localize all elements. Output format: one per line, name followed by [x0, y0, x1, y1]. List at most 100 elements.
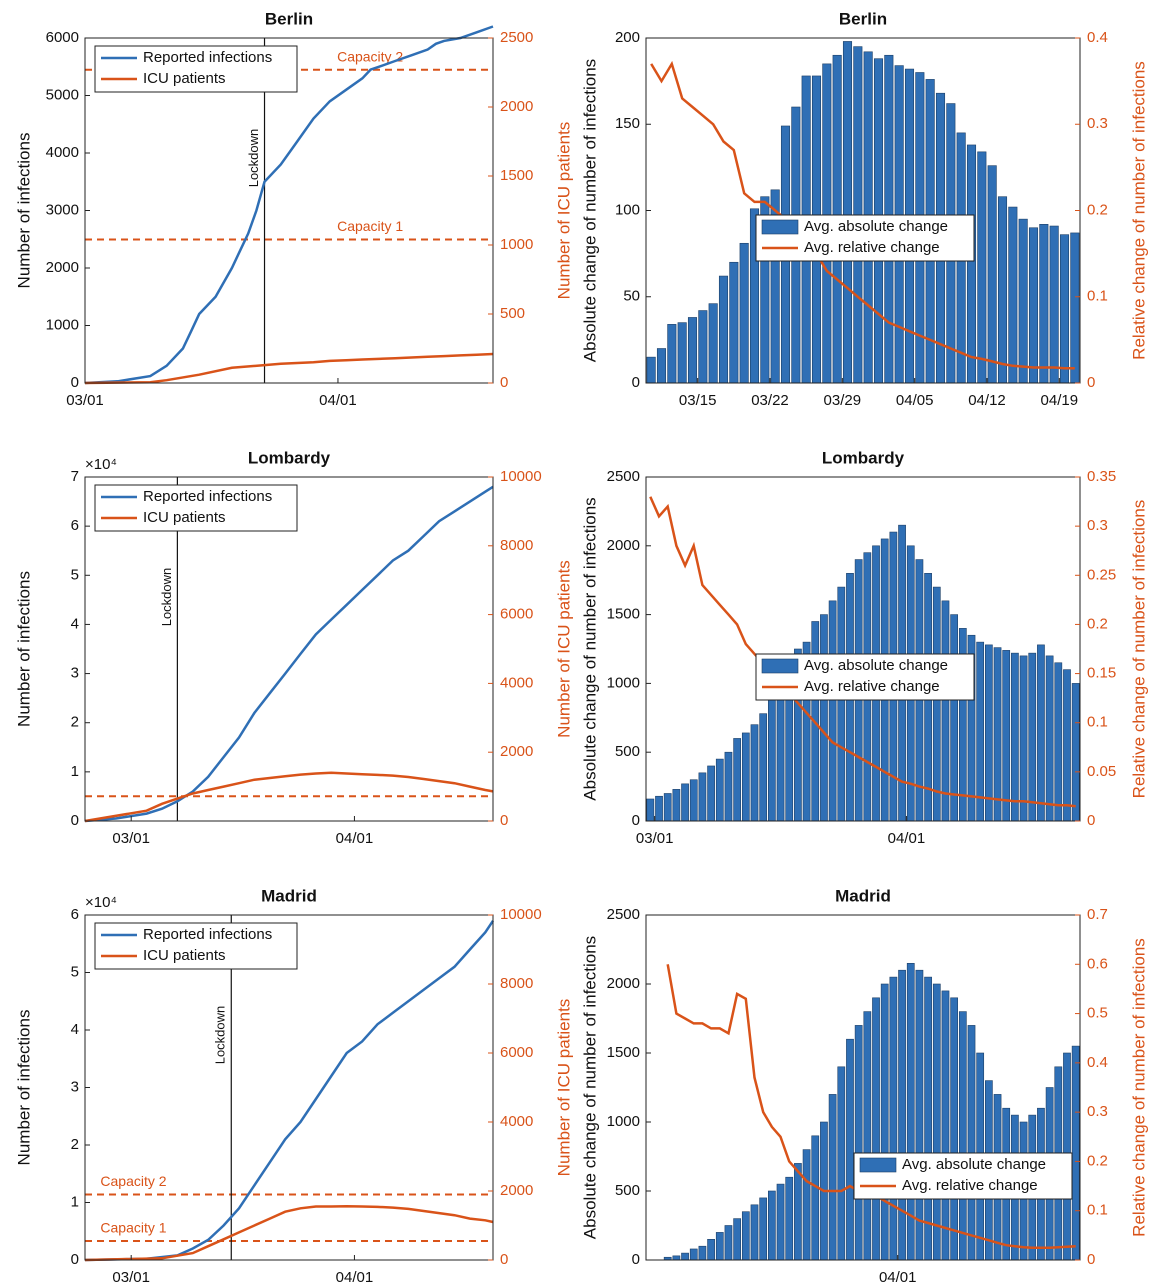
panel-0-ytick-label-left: 4000	[46, 144, 79, 161]
panel-5-bar	[880, 983, 889, 1261]
panel-2-ytick-label-right: 2000	[500, 743, 533, 760]
panel-1-relative-change-line	[650, 60, 1075, 370]
panel-5-bar	[750, 1204, 759, 1261]
panel-1-bar	[987, 165, 997, 384]
panel-5-bar	[698, 1245, 707, 1261]
panel-4-ytick-label-right: 10000	[500, 906, 542, 923]
panel-2-title: Lombardy	[248, 448, 331, 467]
panel-1-bar	[1070, 232, 1080, 384]
panel-3-bar	[750, 724, 759, 822]
panel-3-bar	[985, 644, 993, 822]
panel-3-bar	[768, 696, 776, 822]
panel-5-ylabel-right: Relative change of number of infections	[1129, 938, 1148, 1237]
panel-5-ytick-label-left: 2000	[607, 975, 640, 992]
panel-5-bar	[950, 997, 958, 1261]
panel-3-ytick-label-left: 500	[615, 743, 640, 760]
panel-1-bar	[687, 317, 698, 384]
panel-2-ytick-label-left: 4	[71, 615, 79, 632]
panel-4-title: Madrid	[261, 886, 317, 905]
panel-1-bar	[997, 196, 1008, 384]
panel-3-bar	[715, 758, 724, 822]
panel-3-ytick-label-right: 0.1	[1087, 714, 1108, 731]
panel-3-bar	[950, 614, 958, 822]
panel-5-bar	[846, 1038, 854, 1261]
panel-5-ytick-label-right: 0.7	[1087, 906, 1108, 923]
panel-3-bar	[1071, 683, 1080, 822]
panel-5-bar	[724, 1225, 733, 1261]
panel-5-bar	[932, 983, 941, 1261]
panel-3-bar	[1063, 669, 1071, 822]
panel-5-bar	[863, 1011, 872, 1261]
panel-5-bar	[924, 976, 932, 1261]
panel-5-plot-frame	[645, 914, 1081, 1261]
panel-1-ytick-label-left: 100	[615, 201, 640, 218]
panel-3-bar	[733, 738, 741, 822]
panel-4-ytick-label-left: 5	[71, 963, 79, 980]
panel-3-bar	[776, 683, 785, 822]
panel-1-xtick-label: 04/05	[896, 392, 934, 409]
panel-4-ytick-label-left: 0	[71, 1251, 79, 1268]
panel-5-ytick-label-left: 2500	[607, 906, 640, 923]
panel-2-ylabel-right: Number of ICU patients	[554, 560, 573, 738]
panel-5-bar	[681, 1252, 689, 1261]
panel-5-bar	[828, 1094, 837, 1261]
panel-0-ytick-label-left: 2000	[46, 259, 79, 276]
panel-2-exponent-label: ×10⁴	[85, 456, 117, 473]
panel-1-bar	[646, 356, 656, 384]
panel-5-bar	[733, 1218, 741, 1261]
panel-0-ytick-label-right: 0	[500, 374, 508, 391]
panel-3-bar	[689, 779, 698, 822]
panel-5-ytick-label-left: 1000	[607, 1113, 640, 1130]
panel-3-xtick-label: 03/01	[636, 830, 674, 847]
panel-0-ylabel-right: Number of ICU patients	[554, 122, 573, 300]
panel-4-infections-line	[84, 920, 495, 1262]
panel-5-bar	[958, 1011, 967, 1261]
panel-1-xtick-label: 04/12	[968, 392, 1006, 409]
panel-1-xtick-label: 03/29	[824, 392, 862, 409]
panel-3-bar	[820, 614, 828, 822]
panel-1-xtick-label: 04/19	[1041, 392, 1079, 409]
panel-5-ytick-label-right: 0.4	[1087, 1054, 1108, 1071]
panel-3-bar	[707, 765, 715, 822]
panel-5-title: Madrid	[835, 886, 891, 905]
panel-3-ytick-label-left: 2500	[607, 468, 640, 485]
panel-4-ytick-label-right: 6000	[500, 1044, 533, 1061]
panel-4-ytick-label-right: 8000	[500, 975, 533, 992]
panel-5-ytick-label-right: 0	[1087, 1251, 1095, 1268]
panel-3-relative-change-line	[649, 496, 1076, 808]
panel-4-ytick-label-right: 2000	[500, 1182, 533, 1199]
panel-3-ytick-label-right: 0.35	[1087, 468, 1116, 485]
panel-1-ytick-label-right: 0.4	[1087, 29, 1108, 46]
panel-5-bar	[889, 976, 898, 1261]
panel-4-exponent-label: ×10⁴	[85, 894, 117, 911]
panel-2-legend-entry-1: ICU patients	[143, 509, 226, 526]
panel-0-xtick-label: 04/01	[319, 392, 357, 409]
panel-2-ytick-label-right: 0	[500, 812, 508, 829]
panel-3-bar	[932, 586, 941, 822]
panel-5-bar	[785, 1176, 794, 1261]
panel-3-bar	[941, 600, 950, 822]
panel-2-ytick-label-right: 8000	[500, 537, 533, 554]
panel-5-bar	[802, 1149, 811, 1261]
panel-3-ytick-label-right: 0.25	[1087, 566, 1116, 583]
panel-0-capacity-label-1: Capacity 1	[337, 218, 403, 234]
panel-3-bar	[1002, 650, 1011, 822]
panel-5-ytick-label-right: 0.1	[1087, 1202, 1108, 1219]
panel-2-ytick-label-left: 1	[71, 763, 79, 780]
panel-3-bar	[672, 789, 681, 822]
panel-2-ytick-label-left: 0	[71, 812, 79, 829]
panel-3-bar	[828, 600, 837, 822]
panel-5-ytick-label-left: 500	[615, 1182, 640, 1199]
panel-3-bar	[698, 772, 707, 822]
panel-1-bar	[1018, 218, 1028, 384]
panel-5-bar	[741, 1211, 750, 1261]
panel-4-legend-entry-0: Reported infections	[143, 926, 272, 943]
panel-3-ytick-label-right: 0.05	[1087, 763, 1116, 780]
panel-5-bar	[854, 1025, 863, 1261]
panel-5-legend-swatch-bar	[859, 1157, 897, 1173]
panel-0-ytick-label-left: 5000	[46, 86, 79, 103]
panel-4-ytick-label-right: 4000	[500, 1113, 533, 1130]
panel-4-icu-line	[84, 1204, 494, 1262]
panel-1-bar	[677, 322, 687, 384]
panel-3-bar	[663, 793, 672, 822]
